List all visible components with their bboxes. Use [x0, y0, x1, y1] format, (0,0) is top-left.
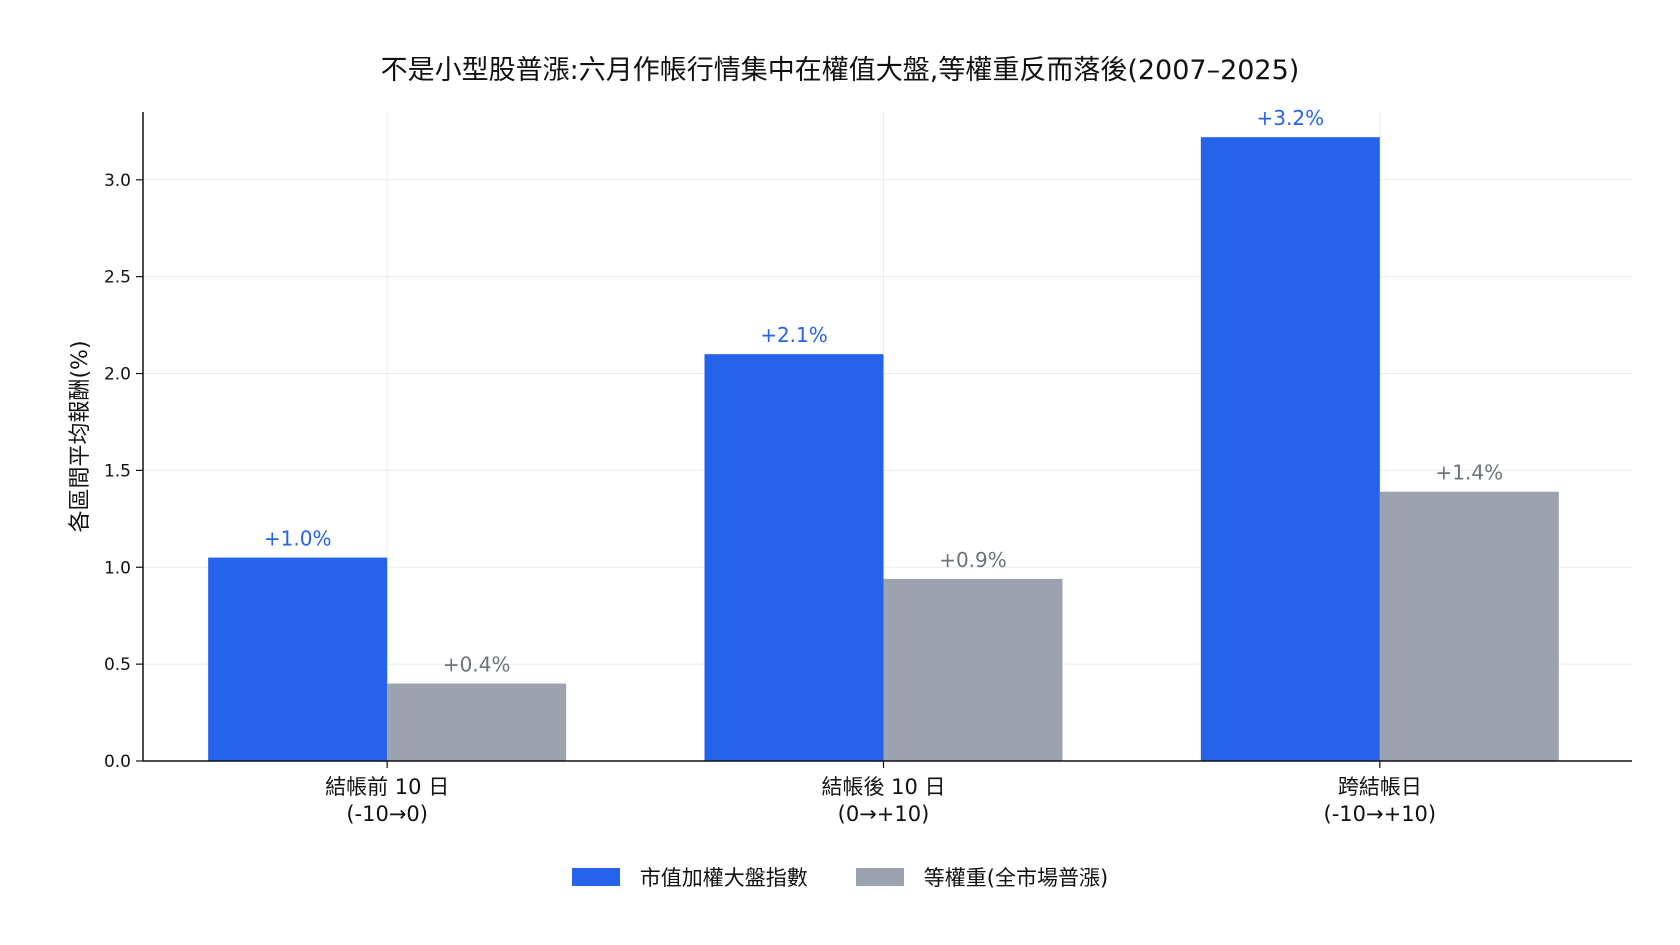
data-label: +1.0%	[264, 527, 332, 551]
y-tick-label: 2.0	[104, 365, 131, 385]
x-tick-label: (0→+10)	[838, 802, 930, 826]
bar-cap-weighted	[208, 557, 388, 761]
y-tick-label: 3.0	[104, 171, 131, 191]
x-tick-label: 跨結帳日	[1338, 775, 1422, 799]
legend-item-cap-weighted: 市值加權大盤指數	[571, 862, 808, 892]
x-tick-label: (-10→0)	[346, 802, 428, 826]
y-tick-label: 1.5	[104, 461, 131, 481]
data-label: +2.1%	[760, 323, 828, 347]
y-tick-label: 2.5	[104, 268, 131, 288]
chart-title: 不是小型股普漲:六月作帳行情集中在權值大盤,等權重反而落後(2007–2025)	[380, 55, 1300, 86]
bar-cap-weighted	[704, 354, 884, 761]
y-tick-label: 0.0	[104, 752, 131, 772]
x-tick-label: (-10→+10)	[1324, 802, 1437, 826]
y-tick-label: 1.0	[104, 558, 131, 578]
legend-item-equal-weight: 等權重(全市場普漲)	[855, 862, 1109, 892]
legend-label-equal-weight: 等權重(全市場普漲)	[923, 866, 1109, 890]
bar-cap-weighted	[1200, 137, 1380, 762]
y-tick-label: 0.5	[104, 655, 131, 675]
bar-equal-weight	[387, 683, 567, 761]
x-tick-label: 結帳前 10 日	[325, 775, 449, 799]
y-axis-label: 各區間平均報酬(%)	[68, 340, 93, 532]
data-label: +0.9%	[939, 548, 1007, 572]
bar-equal-weight	[1379, 491, 1559, 761]
legend-label-cap-weighted: 市值加權大盤指數	[639, 866, 808, 890]
data-label: +1.4%	[1436, 461, 1504, 485]
legend-swatch-equal-weight	[855, 868, 904, 886]
data-label: +3.2%	[1257, 106, 1325, 130]
x-tick-label: 結帳後 10 日	[821, 775, 945, 799]
legend: 市值加權大盤指數 等權重(全市場普漲)	[0, 862, 1680, 892]
bar-equal-weight	[883, 578, 1063, 761]
legend-swatch-cap-weighted	[571, 868, 620, 886]
data-label: +0.4%	[443, 653, 511, 677]
